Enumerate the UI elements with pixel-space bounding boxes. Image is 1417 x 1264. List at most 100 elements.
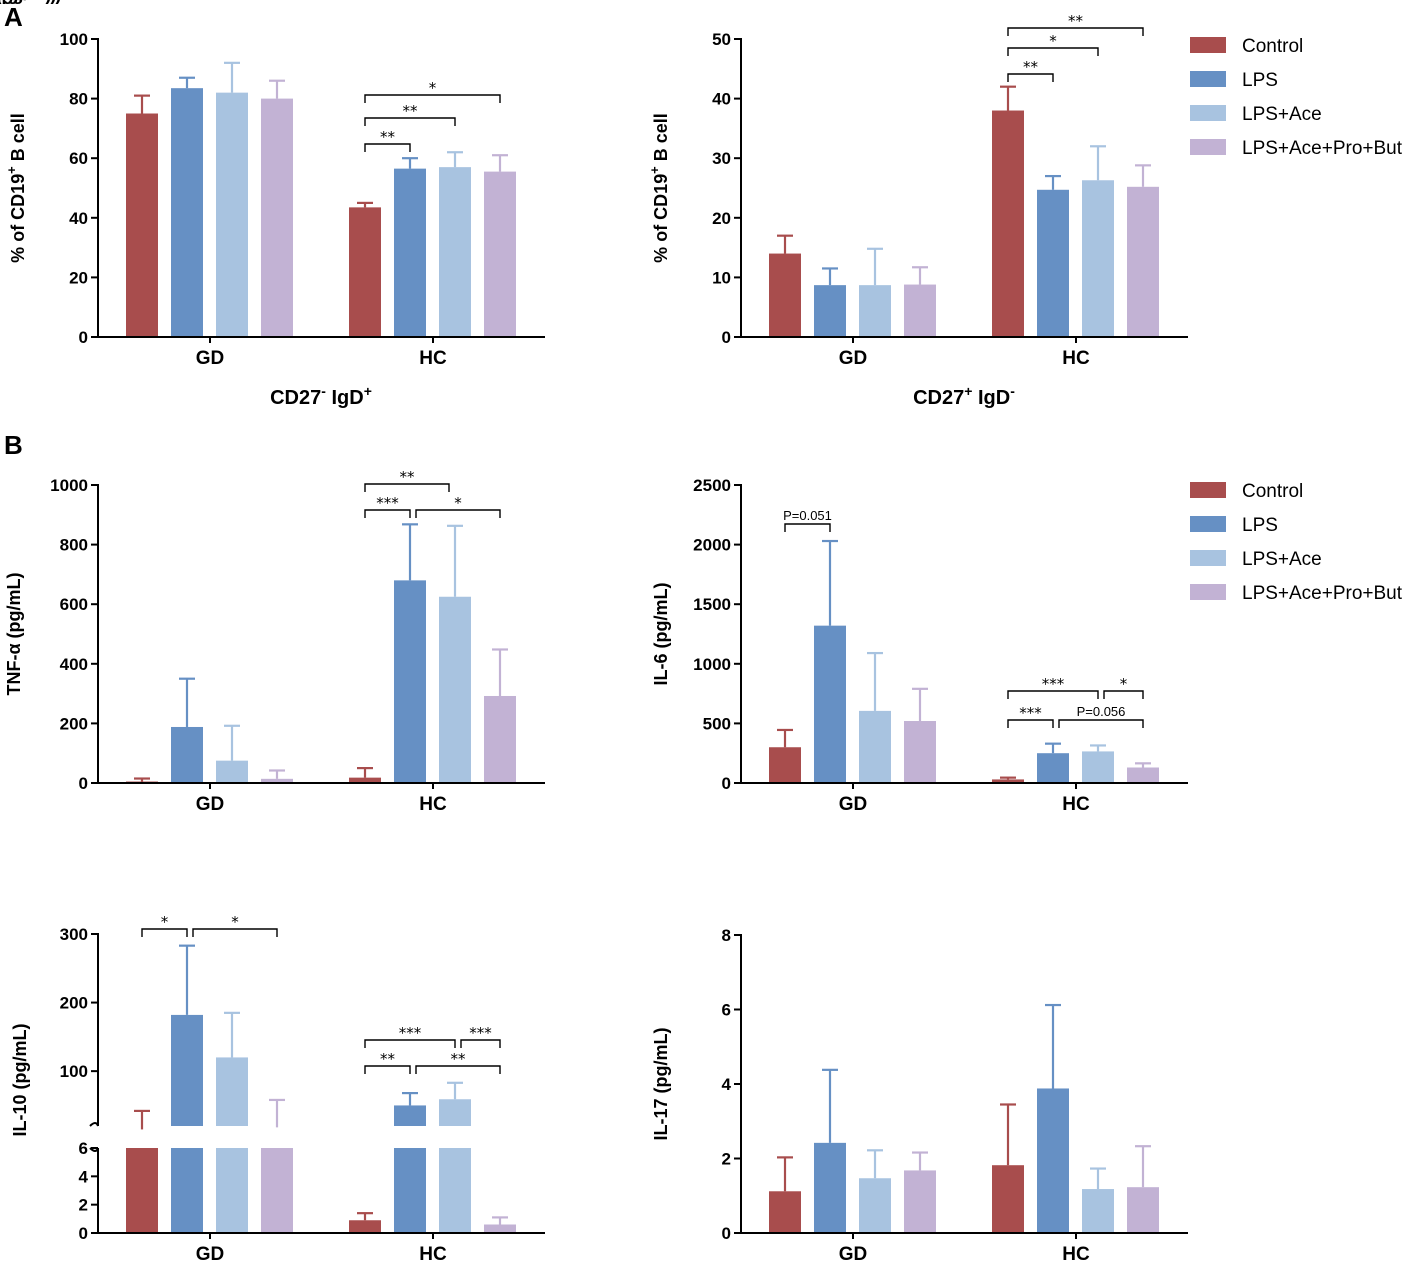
y-tick-label: 0 xyxy=(79,328,88,347)
chart-tnf-alpha: 02004006008001000GDHCTNF-α (pg/mL)******… xyxy=(0,0,545,815)
bar-lps-ace-pro-but-hc xyxy=(484,695,516,783)
significance-label: P=0.056 xyxy=(1077,704,1126,719)
significance-bracket xyxy=(364,483,450,492)
bar-lps-ace-gd xyxy=(216,92,248,337)
chart-il6: 05001000150020002500GDHCIL-6 (pg/mL)P=0.… xyxy=(0,0,1188,815)
bar-lps-ace-pro-but-hc xyxy=(484,1224,516,1233)
x-category-label: GD xyxy=(839,1244,868,1264)
significance-bracket xyxy=(1103,690,1144,699)
bar-control-hc xyxy=(349,777,381,783)
bar-control-hc xyxy=(992,110,1024,338)
panel-label-a: A xyxy=(4,2,23,32)
bar-lps-ace-pro-but-gd xyxy=(904,284,936,337)
y-axis-label: IL-6 (pg/mL) xyxy=(651,583,671,686)
significance-bracket xyxy=(192,928,278,937)
significance-bracket xyxy=(364,1039,456,1048)
significance-label: ** xyxy=(1023,58,1039,76)
significance-label: P=0.051 xyxy=(783,508,832,523)
bar-lps-ace-hc xyxy=(439,1099,471,1126)
y-axis-label: IL-17 (pg/mL) xyxy=(0,0,57,4)
y-tick-label: 60 xyxy=(69,149,88,168)
significance-label: ** xyxy=(380,1050,396,1068)
bar-lps-ace-hc xyxy=(439,596,471,783)
y-tick-label: 0 xyxy=(722,328,731,347)
x-category-label: GD xyxy=(196,1244,225,1264)
legend-bottom: Control LPS LPS+Ace LPS+Ace+Pro+But xyxy=(1190,481,1403,604)
chart-cd27neg-igdpos: 0 20 40 60 80 100 GD HC % of CD19+ B cell CD27- I… xyxy=(4,30,545,409)
y-tick-label: 400 xyxy=(60,655,88,674)
y-tick-label: 2 xyxy=(79,1196,88,1215)
significance-bracket xyxy=(364,117,456,126)
bar-lps-gd xyxy=(171,726,203,783)
bar-lps-ace-pro-but-hc xyxy=(484,171,516,337)
bar-lps-ace-hc xyxy=(1082,1189,1114,1233)
significance-label: ** xyxy=(1068,12,1084,30)
y-tick-label: 40 xyxy=(69,209,88,228)
legend-swatch xyxy=(1190,71,1226,87)
bar-lps-ace-hc xyxy=(439,167,471,337)
y-tick-label: 100 xyxy=(60,30,88,49)
significance-label: *** xyxy=(469,1024,492,1042)
significance-bracket xyxy=(364,509,411,518)
y-tick-label: 1000 xyxy=(693,655,731,674)
significance-bracket xyxy=(1007,719,1054,728)
legend-label: LPS xyxy=(1242,70,1278,91)
bar-lps-ace-gd xyxy=(859,710,891,783)
x-category-label: HC xyxy=(419,1244,447,1264)
bar-control-gd-lower xyxy=(126,1148,158,1233)
bar-lps-ace-pro-but-gd xyxy=(261,778,293,783)
legend-swatch xyxy=(1190,37,1226,53)
x-category-label: HC xyxy=(419,794,447,815)
significance-bracket xyxy=(415,1065,501,1074)
bar-lps-ace-pro-but-hc xyxy=(1127,767,1159,783)
y-tick-label: 2500 xyxy=(693,476,731,495)
bar-lps-hc xyxy=(1037,189,1069,337)
bar-control-gd xyxy=(769,1191,801,1233)
y-tick-label: 2 xyxy=(722,1150,731,1169)
x-axis-label: CD27+ IgD- xyxy=(913,383,1015,409)
bar-control-gd xyxy=(769,747,801,783)
y-tick-label: 10 xyxy=(712,268,731,287)
y-tick-label: 0 xyxy=(79,1224,88,1243)
y-axis-label: TNF-α (pg/mL) xyxy=(4,572,24,695)
y-tick-label: 8 xyxy=(722,926,731,945)
bar-lps-gd xyxy=(171,88,203,337)
legend-label: LPS+Ace xyxy=(1242,549,1322,570)
significance-label: * xyxy=(1120,675,1128,693)
significance-bracket xyxy=(1007,73,1054,82)
significance-label: ** xyxy=(380,128,396,146)
y-tick-label: 50 xyxy=(712,30,731,49)
significance-label: *** xyxy=(399,1024,422,1042)
significance-label: * xyxy=(231,913,239,931)
bar-lps-hc xyxy=(394,168,426,337)
panel-label-b: B xyxy=(4,430,23,460)
significance-bracket xyxy=(1058,719,1144,728)
bar-lps-ace-gd xyxy=(216,760,248,783)
bar-lps-gd xyxy=(814,625,846,783)
y-tick-label: 6 xyxy=(79,1139,88,1158)
bar-lps-ace-pro-but-gd xyxy=(261,98,293,337)
legend-swatch xyxy=(1190,105,1226,121)
x-axis-label: CD27- IgD+ xyxy=(270,383,372,409)
bar-lps-ace-pro-but-gd xyxy=(904,721,936,783)
legend-top: Control LPS LPS+Ace LPS+Ace+Pro+But xyxy=(1190,36,1403,159)
y-tick-label: 80 xyxy=(69,90,88,109)
y-tick-label: 800 xyxy=(60,536,88,555)
chart-il17: 0 2 4 6 8 GD HC IL-17 (pg/mL) IL-17 (pg/mL) xyxy=(0,0,1188,1264)
y-tick-label: 0 xyxy=(722,774,731,793)
significance-bracket xyxy=(364,94,501,103)
y-axis-label: IL-17 (pg/mL) xyxy=(651,1028,671,1141)
y-tick-label: 2000 xyxy=(693,536,731,555)
bar-lps-ace-pro-but-gd xyxy=(904,1170,936,1233)
bar-lps-hc-lower xyxy=(394,1148,426,1233)
y-tick-label: 20 xyxy=(712,209,731,228)
legend-label: Control xyxy=(1242,481,1303,502)
legend-label: LPS+Ace+Pro+But xyxy=(1242,583,1403,604)
significance-label: ** xyxy=(403,102,419,120)
legend-swatch xyxy=(1190,584,1226,600)
significance-bracket xyxy=(141,928,188,937)
legend-label: LPS+Ace+Pro+But xyxy=(1242,138,1403,159)
y-axis-label: IL-10 (pg/mL) xyxy=(10,1024,30,1137)
legend-label: LPS+Ace xyxy=(1242,104,1322,125)
